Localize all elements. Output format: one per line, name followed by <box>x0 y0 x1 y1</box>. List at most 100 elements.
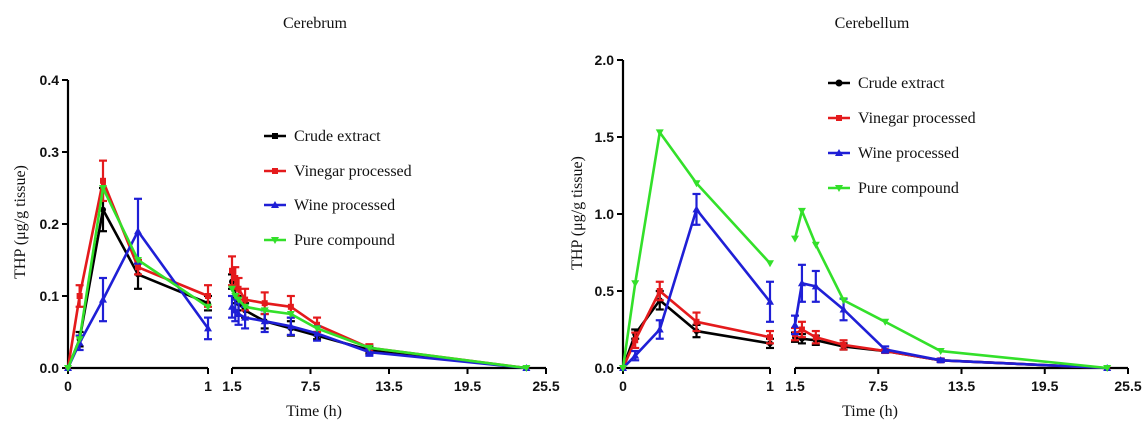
data-point <box>655 325 664 333</box>
data-point <box>619 365 627 372</box>
legend-marker-vinegar <box>272 168 278 174</box>
legend-item: Crude extract <box>828 75 945 92</box>
x-tick-label: 19.5 <box>454 378 481 394</box>
data-point <box>936 348 945 356</box>
data-point <box>241 313 250 321</box>
legend-marker-crude <box>835 79 843 87</box>
legend-marker-wine <box>271 201 279 208</box>
x-tick-label: 25.5 <box>1114 378 1141 394</box>
series-pure-compound <box>619 129 1112 372</box>
cerebellum-panel: Cerebellum THP (μg/g tissue) Time (h) Cr… <box>569 15 1142 420</box>
legend-item: Crude extract <box>264 128 381 145</box>
x-tick-label: 1.5 <box>785 378 805 394</box>
data-point <box>791 235 799 243</box>
data-point <box>234 310 243 317</box>
legend-label: Pure compound <box>294 232 395 249</box>
data-point <box>260 307 269 315</box>
data-point <box>231 293 240 300</box>
data-point <box>656 288 663 294</box>
y-tick-label: 0.0 <box>595 360 615 376</box>
series-vinegar-processed <box>620 280 1111 371</box>
x-tick-label: 7.5 <box>301 378 321 394</box>
data-point <box>812 334 819 341</box>
data-point <box>76 293 83 299</box>
data-point <box>631 351 640 359</box>
y-tick-label: 0.2 <box>40 216 60 232</box>
data-point <box>314 321 321 328</box>
legend-label: Wine processed <box>294 197 395 214</box>
data-point <box>261 300 268 307</box>
series-wine-processed <box>619 192 1112 371</box>
data-point <box>522 365 531 372</box>
data-point <box>797 279 806 287</box>
data-point <box>692 180 701 188</box>
data-point <box>655 129 664 137</box>
legend-marker-pure <box>271 237 279 244</box>
data-point <box>234 296 243 304</box>
data-point <box>313 329 322 337</box>
data-point <box>64 365 72 372</box>
y-tick-label: 0.4 <box>40 72 60 88</box>
legend-label: Wine processed <box>858 145 959 162</box>
x-tick-label: 25.5 <box>532 378 559 394</box>
legend-label: Vinegar processed <box>858 110 976 127</box>
cerebrum-panel: Cerebrum THP (μg/g tissue) Time (h) Crud… <box>12 15 560 420</box>
data-point <box>228 285 236 293</box>
series-line <box>230 288 527 370</box>
data-point <box>692 205 701 213</box>
data-point <box>881 318 890 326</box>
data-point <box>839 305 848 313</box>
legend: Crude extract Vinegar processed Wine pro… <box>264 128 412 249</box>
axes: 0.0 0.5 1.0 1.5 2.0 0 1 1.5 7.5 13.5 19.5 25.5 <box>595 52 1142 394</box>
legend: Crude extract Vinegar processed Wine pro… <box>828 75 976 197</box>
data-point <box>205 293 211 299</box>
series-wine-processed <box>64 197 531 371</box>
x-tick-label: 0 <box>619 378 627 394</box>
y-tick-label: 0.5 <box>595 283 615 299</box>
data-point <box>840 341 847 348</box>
data-point <box>260 317 269 325</box>
legend-marker-crude <box>272 133 278 139</box>
x-tick-label: 7.5 <box>869 378 889 394</box>
legend-label: Crude extract <box>858 75 945 92</box>
data-point <box>99 295 107 303</box>
chart-title: Cerebellum <box>835 15 910 32</box>
y-tick-label: 0.1 <box>40 288 60 304</box>
data-point <box>365 344 374 352</box>
axes: 0.0 0.1 0.2 0.3 0.4 0 1 1.5 7.5 13.5 19.5 25.5 <box>40 72 560 394</box>
data-point <box>811 282 820 290</box>
data-point <box>204 303 212 311</box>
data-point <box>286 322 295 330</box>
y-tick-label: 2.0 <box>595 52 615 68</box>
y-axis-label: THP (μg/g tissue) <box>569 156 586 270</box>
data-point <box>631 280 640 288</box>
chart-title: Cerebrum <box>283 15 348 32</box>
data-point <box>231 306 240 314</box>
data-point <box>767 334 773 341</box>
data-point <box>693 318 700 325</box>
data-point <box>1103 365 1112 372</box>
data-point <box>100 206 106 213</box>
data-point <box>791 320 799 328</box>
y-tick-label: 0.3 <box>40 144 60 160</box>
series-line <box>231 305 527 370</box>
legend-marker-pure <box>835 185 843 192</box>
x-tick-label: 1 <box>766 378 774 394</box>
legend-marker-vinegar <box>836 115 842 121</box>
data-point <box>766 260 774 268</box>
data-point <box>881 345 890 353</box>
x-tick-label: 0 <box>64 378 72 394</box>
legend-label: Crude extract <box>294 128 381 145</box>
legend-item: Pure compound <box>264 232 395 249</box>
data-point <box>287 303 294 310</box>
data-point <box>235 285 242 292</box>
data-point <box>100 177 106 184</box>
data-point <box>242 296 249 303</box>
series-line <box>622 208 772 369</box>
y-tick-label: 1.0 <box>595 206 615 222</box>
data-point <box>839 297 848 305</box>
data-point <box>797 207 806 215</box>
data-point <box>286 311 295 318</box>
series-pure-compound <box>64 185 531 372</box>
data-point <box>313 325 322 333</box>
